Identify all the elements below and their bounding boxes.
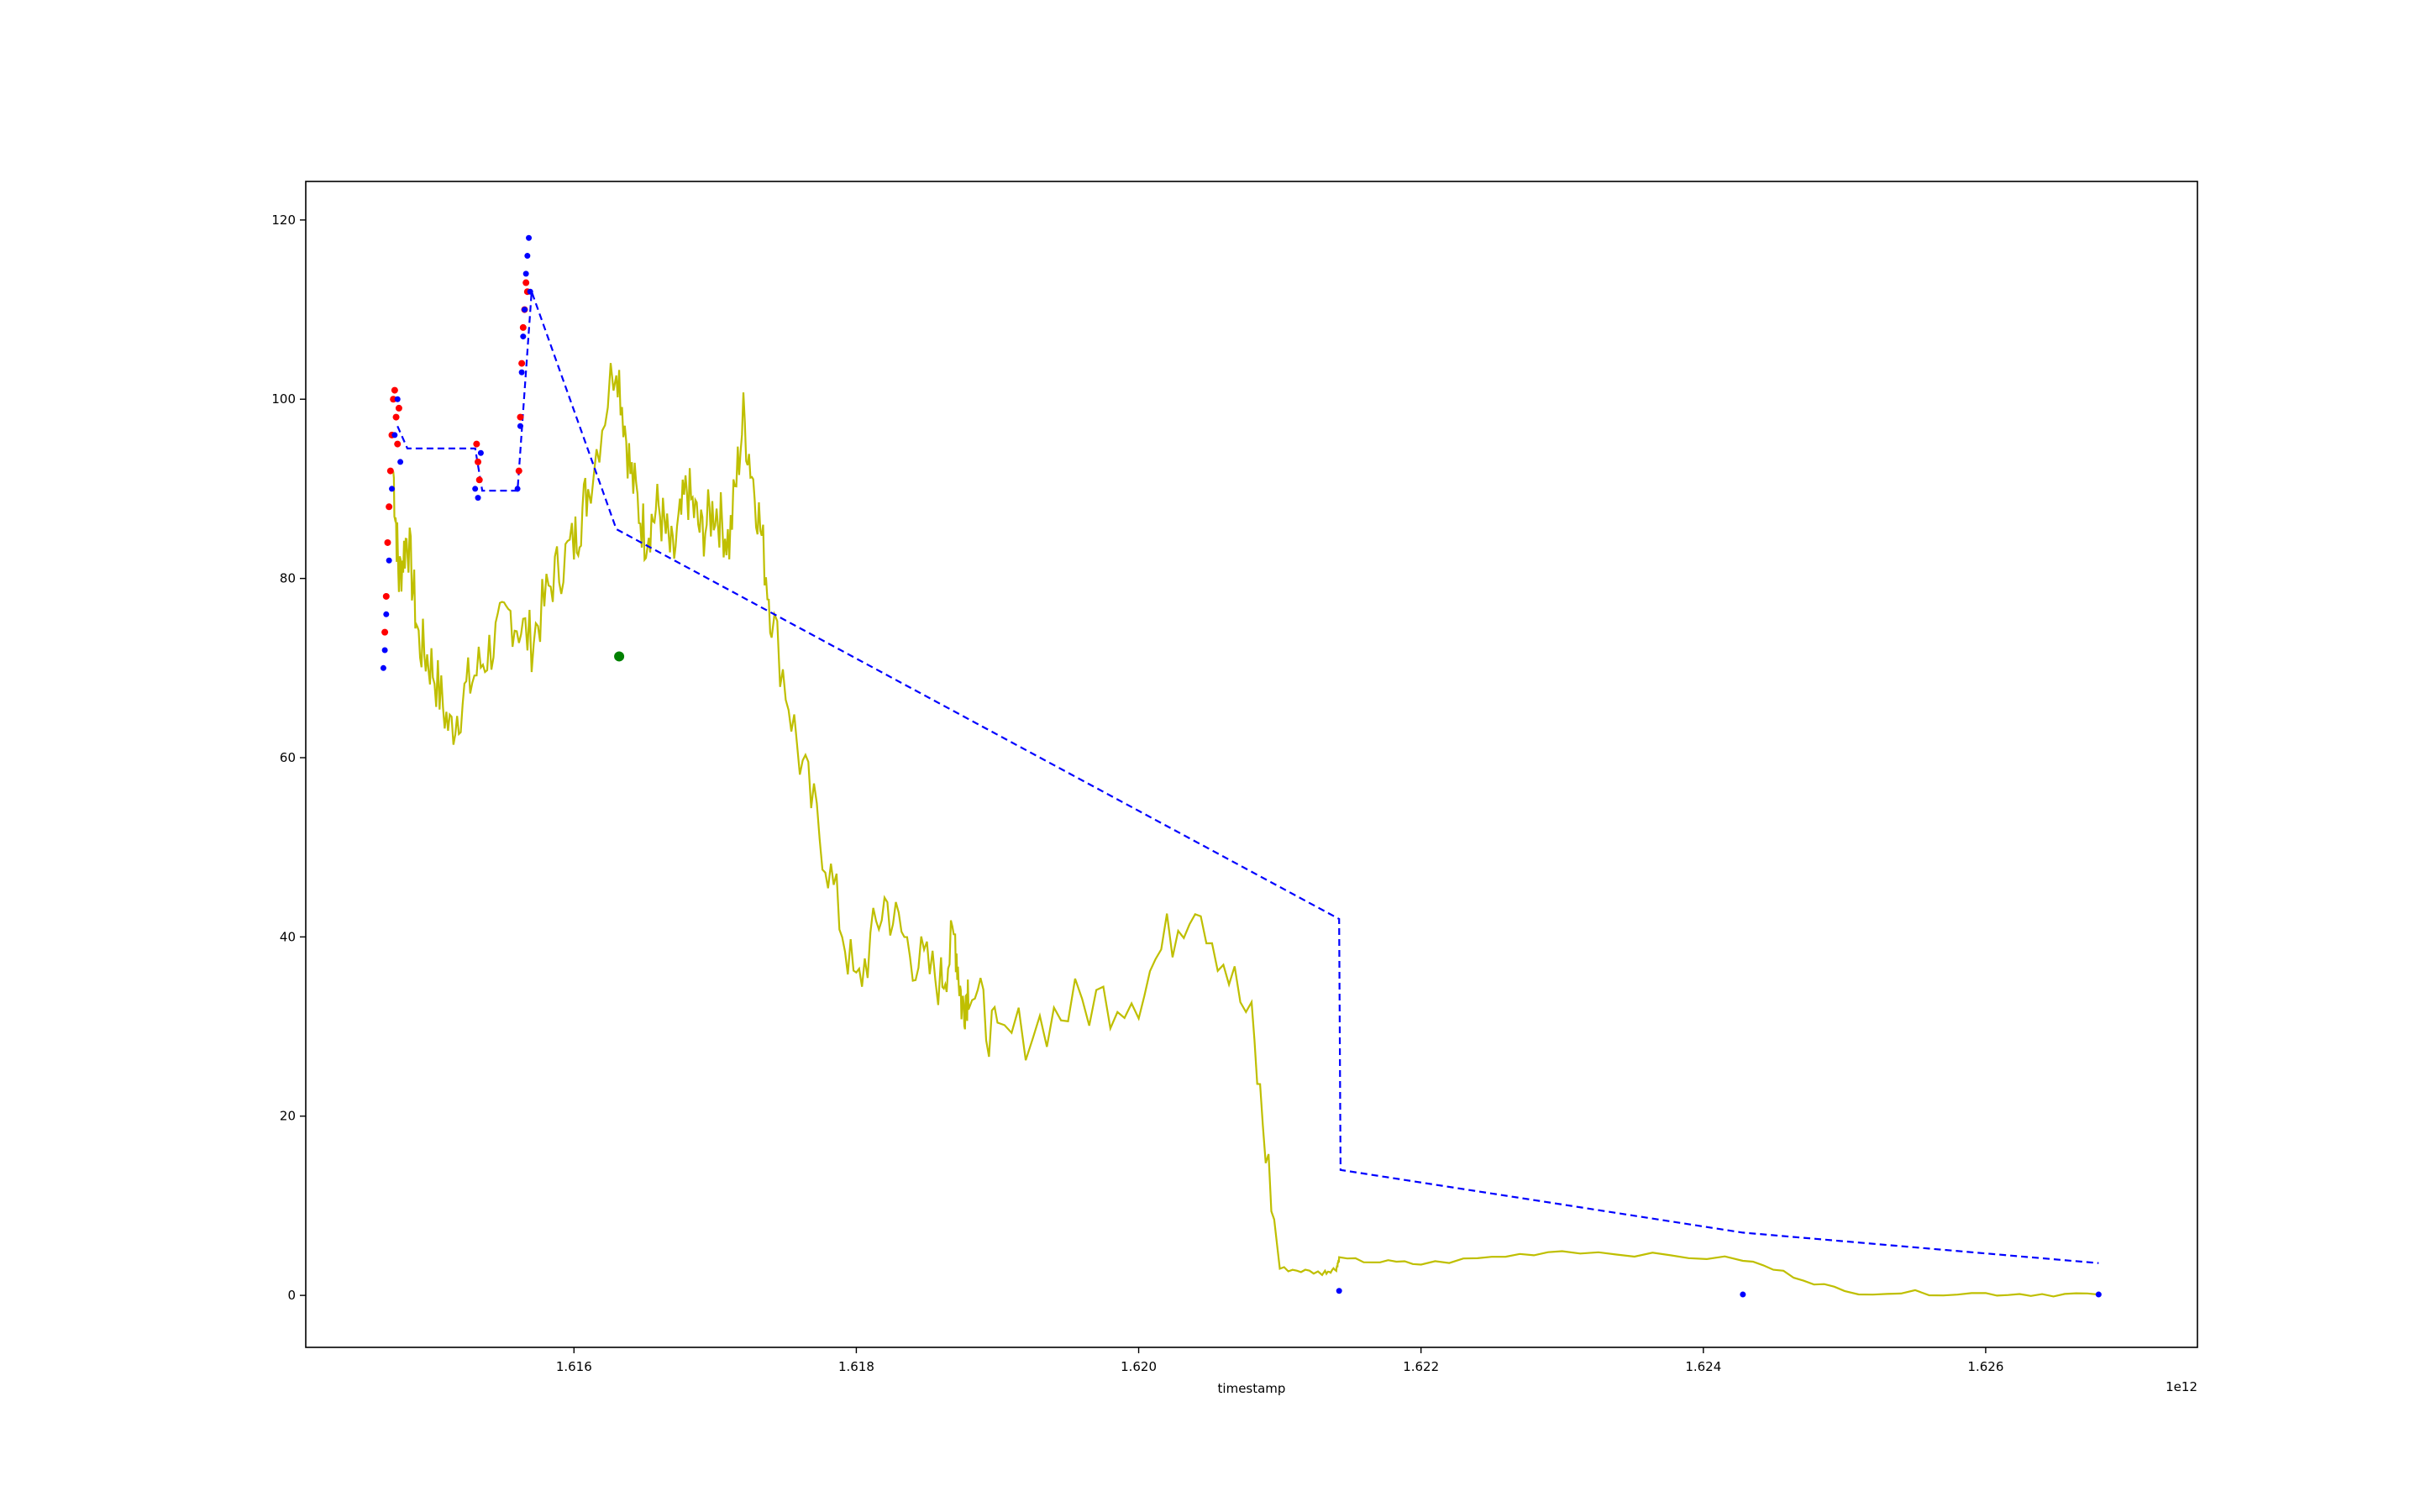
red-marker — [518, 360, 526, 367]
blue-marker — [514, 486, 521, 492]
red-marker — [382, 592, 390, 600]
red-marker — [475, 476, 483, 484]
axes-frame — [305, 181, 2198, 1348]
red-marker — [386, 503, 393, 511]
y-tick-label: 60 — [280, 750, 296, 765]
blue-marker — [520, 333, 527, 340]
red-marker — [475, 458, 482, 465]
plot-area — [380, 234, 2102, 1298]
blue-marker — [1740, 1291, 1746, 1298]
blue-marker — [475, 495, 481, 501]
x-tick-label: 1.626 — [1967, 1359, 2003, 1374]
blue-marker — [389, 486, 396, 492]
x-tick-label: 1.624 — [1685, 1359, 1721, 1374]
blue-marker — [386, 557, 392, 564]
blue-marker — [1336, 1288, 1342, 1294]
blue-marker — [472, 486, 479, 492]
red-marker — [391, 386, 398, 394]
x-tick-label: 1.618 — [838, 1359, 874, 1374]
blue-marker — [521, 307, 528, 313]
blue-marker — [526, 234, 533, 241]
y-tick-label: 0 — [287, 1288, 296, 1303]
axes: 1.616 1.618 1.620 1.622 1.624 1.626 0 20 40 60 80 1… — [271, 181, 2198, 1374]
y-tick-label: 100 — [271, 391, 296, 407]
blue-marker — [383, 611, 390, 617]
y-tick-label: 20 — [280, 1109, 296, 1124]
x-tick-label: 1.620 — [1121, 1359, 1157, 1374]
red-marker — [522, 279, 530, 286]
blue-marker — [381, 647, 388, 654]
red-marker — [384, 538, 391, 546]
blue-marker — [391, 432, 398, 438]
blue-marker — [2095, 1291, 2102, 1298]
blue-marker — [517, 423, 523, 429]
trend-line — [396, 291, 2099, 1264]
blue-marker — [394, 396, 401, 402]
blue-marker — [527, 288, 533, 295]
red-marker — [519, 323, 527, 331]
x-tick-label: 1.616 — [556, 1359, 592, 1374]
red-marker — [394, 440, 402, 448]
blue-marker — [522, 270, 529, 277]
y-tick-label: 80 — [280, 571, 296, 586]
x-axis-offset-label: 1e12 — [2166, 1379, 2197, 1394]
price-line — [392, 363, 2099, 1298]
blue-marker — [397, 459, 404, 465]
red-marker — [392, 413, 400, 421]
blue-marker — [518, 369, 525, 375]
x-axis-label: timestamp — [1218, 1381, 1286, 1396]
blue-marker — [524, 253, 531, 260]
red-marker — [381, 628, 389, 636]
y-tick-label: 40 — [280, 929, 296, 944]
blue-marker — [380, 664, 386, 671]
red-marker — [517, 413, 524, 421]
blue-marker — [477, 449, 484, 456]
red-marker — [473, 440, 480, 448]
red-marker — [515, 467, 522, 475]
x-tick-label: 1.622 — [1403, 1359, 1439, 1374]
red-marker — [386, 467, 394, 475]
red-marker — [390, 396, 397, 403]
y-tick-label: 120 — [271, 213, 296, 228]
green-marker — [614, 651, 625, 662]
red-marker — [395, 404, 402, 412]
